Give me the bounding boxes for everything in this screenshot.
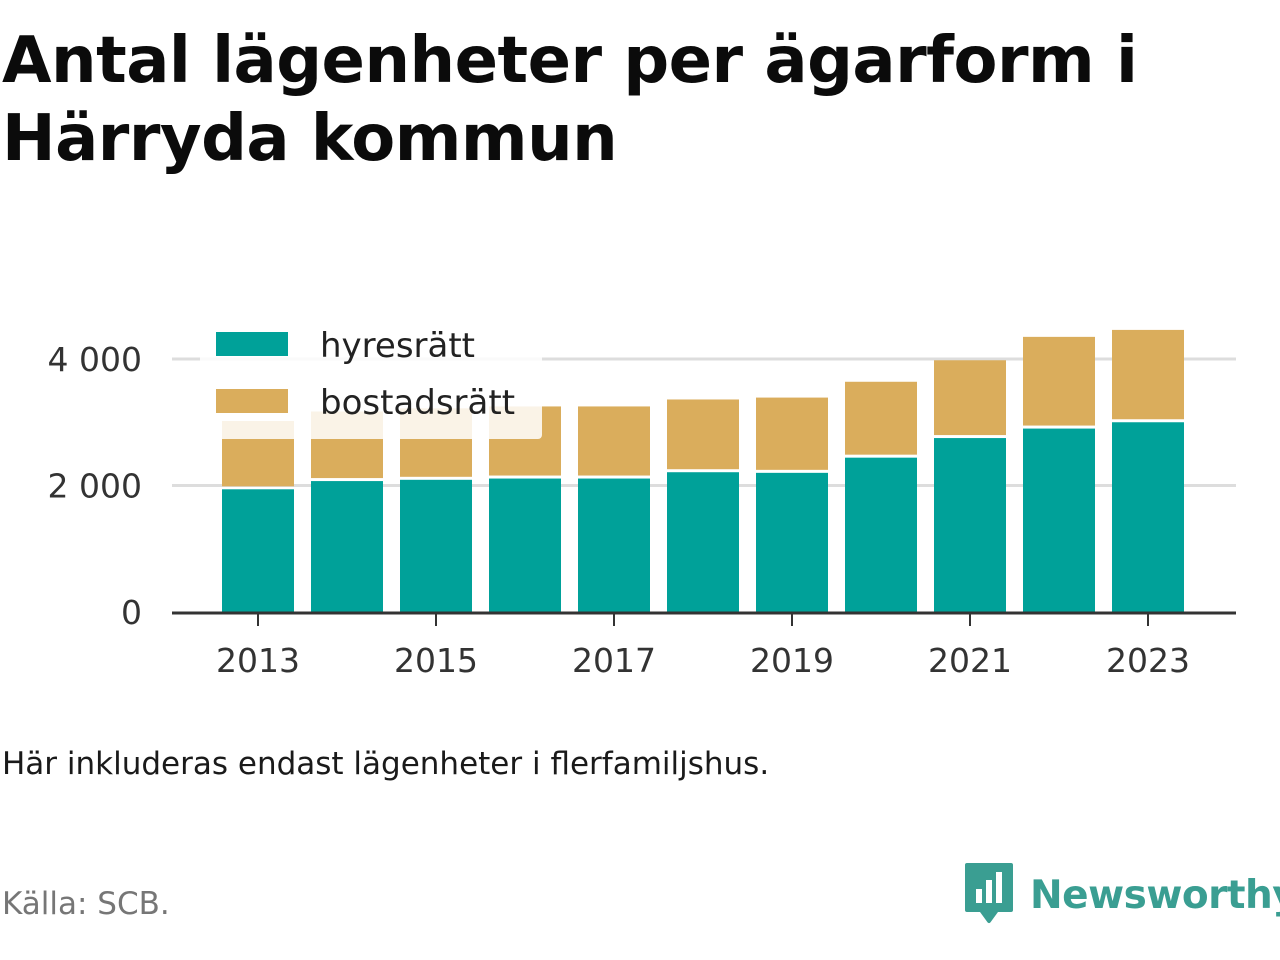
bar-bostadsratt [1112, 329, 1184, 420]
chart-title: Antal lägenheter per ägarform i Härryda … [2, 24, 1138, 176]
x-tick-label: 2021 [928, 641, 1012, 680]
bar-hyresratt [845, 457, 917, 612]
x-tick-label: 2015 [394, 641, 478, 680]
bar-hyresratt [667, 472, 739, 612]
legend-label-hyresratt: hyresrätt [320, 326, 475, 366]
x-tick-label: 2019 [750, 641, 834, 680]
stacked-bar-chart: 0 2 000 4 000 2013 2015 2017 2019 2021 2023 hyres… [48, 325, 1236, 680]
x-tick-label: 2013 [216, 641, 300, 680]
bar-hyresratt [222, 489, 294, 612]
bar-bostadsratt [934, 360, 1006, 436]
x-tick-label: 2023 [1106, 641, 1190, 680]
newsworthy-logo-icon [964, 862, 1014, 928]
bar-bostadsratt [756, 397, 828, 470]
chart-source: Källa: SCB. [2, 886, 170, 922]
newsworthy-brand: Newsworthy [964, 862, 1280, 928]
bar-hyresratt [934, 438, 1006, 612]
y-tick-label: 0 [121, 593, 142, 632]
y-tick-label: 2 000 [48, 467, 142, 506]
brand-name: Newsworthy [1030, 872, 1280, 918]
chart-note: Här inkluderas endast lägenheter i flerf… [2, 746, 770, 782]
bar-bostadsratt [845, 381, 917, 455]
legend-swatch-bostadsratt [216, 389, 288, 413]
x-tick-label: 2017 [572, 641, 656, 680]
y-tick-label: 4 000 [48, 340, 142, 379]
bar-bostadsratt [578, 406, 650, 476]
bar-hyresratt [1112, 422, 1184, 612]
bar-hyresratt [1023, 428, 1095, 612]
bar-hyresratt [756, 472, 828, 612]
legend-swatch-hyresratt [216, 332, 288, 356]
bar-hyresratt [489, 478, 561, 612]
bar-bostadsratt [667, 399, 739, 470]
bar-bostadsratt [1023, 336, 1095, 426]
legend-label-bostadsratt: bostadsrätt [320, 383, 515, 423]
bar-hyresratt [578, 478, 650, 612]
bar-hyresratt [400, 479, 472, 612]
bar-hyresratt [311, 481, 383, 612]
